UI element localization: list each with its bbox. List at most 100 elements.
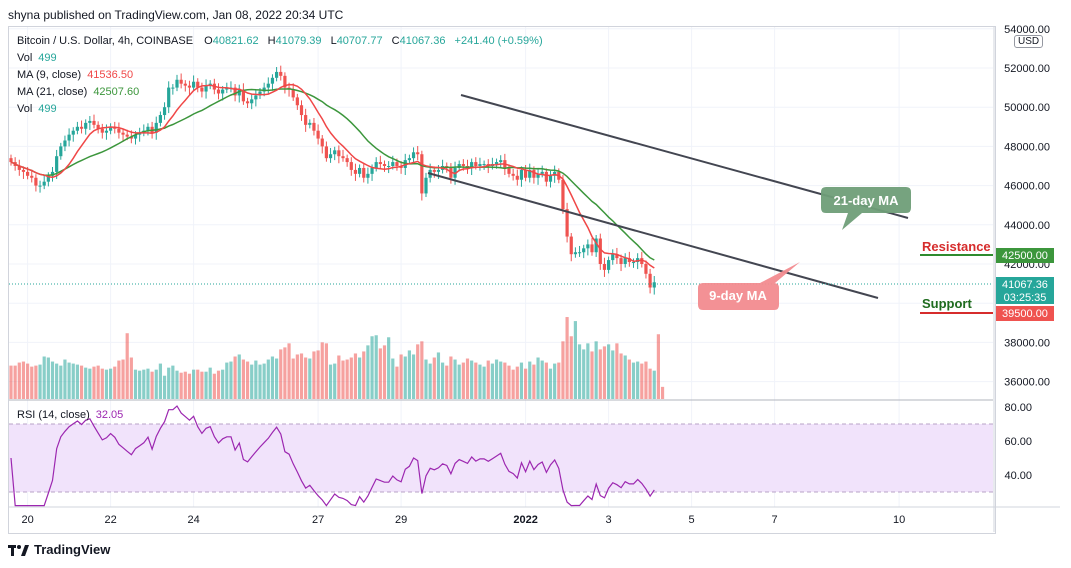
volume-bar [374,335,378,399]
candle-body [378,162,382,165]
candle-body [299,105,304,116]
last-price-tag [996,277,1054,304]
candle-body [337,150,341,157]
volume-bar [378,348,382,399]
time-tick-label: 7 [772,514,778,526]
volume-bar [370,336,374,399]
volume-bar [208,367,212,399]
candle-body [237,89,241,96]
candle-body [241,89,245,102]
volume-bar [631,362,636,399]
volume-bar [92,366,96,399]
last-price-text: 41067.36 [1002,279,1048,291]
candle-body [436,169,441,172]
tradingview-footer[interactable]: TradingView [8,542,110,557]
volume-bar [557,362,561,399]
volume-bar [287,343,291,399]
volume-bar [270,356,275,399]
vol2-legend[interactable]: Vol 499 [17,103,57,115]
candle-body [146,126,150,131]
ma9-line [10,83,655,269]
candle-body [536,173,540,178]
volume-bar [660,386,665,399]
candle-body [216,89,221,94]
ma9-callout-label: 9-day MA [709,288,767,303]
volume-bar [465,358,470,399]
candle-body [499,160,503,163]
candle-body [50,171,55,176]
candle-body [482,164,486,166]
price-tick-label: 52000.00 [1004,63,1050,75]
volume-bar [382,345,387,399]
candle-body [254,95,258,100]
volume-bar [445,365,449,399]
candle-body [34,177,38,186]
volume-bar [26,363,30,399]
volume-bar [84,367,88,399]
volume-bar [407,350,411,399]
candle-body [46,175,50,182]
volume-bar [138,370,142,399]
volume-bar [212,373,216,399]
volume-bar [129,357,133,399]
volume-bar [175,370,179,399]
currency-label[interactable]: USD [1014,35,1044,48]
volume-bar [324,343,328,399]
ma9-callout: 9-day MA [698,262,800,310]
volume-bar [636,361,640,399]
candle-body [42,181,46,186]
volume-bar [619,353,623,399]
candle-body [158,115,162,123]
candle-body [109,126,113,131]
vol-legend[interactable]: Vol 499 [17,52,57,64]
volume-bar [598,349,602,399]
volume-bar [237,354,241,399]
price-tick-label: 44000.00 [1004,220,1050,232]
price-tick-label: 50000.00 [1004,102,1050,114]
volume-bar [353,353,358,399]
candles [9,65,656,295]
candle-body [63,140,67,147]
rsi-band [9,424,993,492]
candle-body [225,87,229,90]
candle-body [611,254,615,261]
support-tag [996,306,1054,321]
time-tick-label: 27 [312,514,324,526]
candle-body [424,177,428,194]
ma9-legend[interactable]: MA (9, close) 41536.50 [17,69,133,81]
candle-body [540,171,544,174]
volume-bar [544,362,548,399]
volume-bar [528,361,532,399]
volume-bar [590,351,594,399]
volume-bar [627,359,631,399]
volume-bar [615,343,619,399]
volume-bar [441,362,445,399]
candle-body [21,169,26,172]
volume-bar [17,362,21,399]
candle-body [648,273,652,288]
ma21-legend[interactable]: MA (21, close) 42507.60 [17,86,139,98]
rsi-legend[interactable]: RSI (14, close) 32.05 [17,409,123,421]
time-tick-label: 2022 [513,514,537,526]
volume-bar [154,369,158,399]
volume-bar [308,358,312,399]
candle-body [615,254,619,259]
candle-body [528,169,532,178]
candle-body [104,130,109,133]
candle-body [162,107,167,116]
ohlc-open-label: O [204,35,213,47]
candle-body [175,79,179,88]
volume-bar [648,368,652,399]
candle-body [478,164,482,166]
symbol-name[interactable]: Bitcoin / U.S. Dollar, 4h, COINBASE [17,35,194,47]
volume-bar [283,347,287,399]
vol2-value: 499 [38,103,57,115]
volume-bar [536,357,540,399]
volume-bar [279,349,283,399]
candle-body [590,244,594,253]
candle-body [324,146,328,159]
candle-body [619,258,623,264]
candle-body [461,164,465,166]
candle-body [171,87,175,89]
